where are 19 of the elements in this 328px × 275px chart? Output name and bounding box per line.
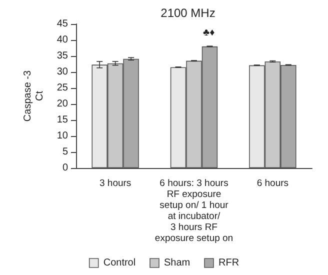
chart-title: 2100 MHz [160, 6, 216, 20]
y-tick-label: 15 [56, 114, 68, 126]
x-tick-label: 6 hours [256, 178, 289, 189]
annotation: ♣♦ [203, 28, 215, 38]
y-tick-label: 20 [56, 98, 68, 110]
y-tick-label: 30 [56, 66, 68, 78]
y-tick-label: 25 [56, 82, 68, 94]
y-tick-label: 45 [56, 18, 68, 30]
y-axis-title: Caspase -3 Ct [22, 70, 46, 122]
legend-label: Sham [164, 258, 190, 268]
y-tick-label: 0 [62, 162, 68, 174]
y-tick-label: 35 [56, 50, 68, 62]
x-tick-label: 6 hours: 3 hours RF exposure setup on/ 1 hour at incubator/ 3 hours RF exposure setup on [154, 178, 234, 244]
y-tick-label: 10 [56, 130, 68, 142]
legend-label: Control [103, 258, 136, 268]
legend-label: RFR [218, 258, 240, 268]
y-tick-label: 5 [62, 146, 68, 158]
y-tick-label: 40 [56, 34, 68, 46]
x-tick-label: 3 hours [99, 178, 132, 189]
